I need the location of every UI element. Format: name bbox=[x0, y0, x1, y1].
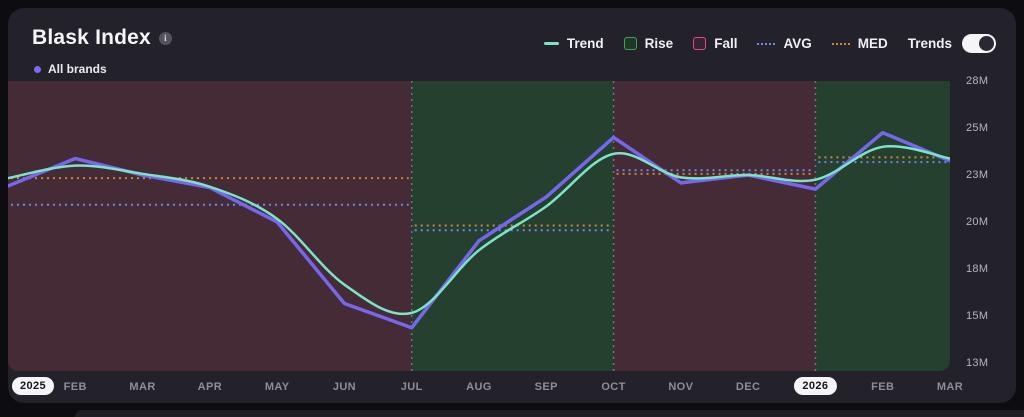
x-axis-month-label: AUG bbox=[466, 381, 492, 393]
trends-toggle[interactable]: Trends bbox=[908, 34, 996, 53]
y-axis-tick-label: 18M bbox=[966, 263, 989, 275]
x-axis-month-label: SEP bbox=[534, 381, 558, 393]
legend-label-rise: Rise bbox=[644, 36, 674, 51]
trends-toggle-label: Trends bbox=[907, 36, 952, 51]
x-axis-month-label: JUL bbox=[400, 381, 423, 393]
region-rise bbox=[815, 81, 950, 371]
x-axis-month-label: NOV bbox=[668, 381, 694, 393]
legend-label-fall: Fall bbox=[714, 36, 738, 51]
info-icon[interactable]: i bbox=[158, 31, 172, 45]
legend-item-rise[interactable]: Rise bbox=[623, 36, 674, 51]
y-axis-tick-label: 13M bbox=[966, 357, 989, 369]
legend-item-avg[interactable]: AVG bbox=[757, 36, 812, 51]
y-axis-tick-label: 20M bbox=[966, 216, 989, 228]
chart-svg bbox=[8, 81, 950, 371]
legend-label-trend: Trend bbox=[566, 36, 604, 51]
rise-swatch-icon bbox=[623, 37, 637, 50]
trend-line-icon bbox=[543, 42, 559, 45]
x-axis-month-label: MAR bbox=[129, 381, 156, 393]
x-axis-month-label: MAR bbox=[936, 381, 964, 393]
trend-line bbox=[8, 144, 950, 316]
avg-dotted-icon bbox=[757, 42, 776, 45]
y-axis-tick-label: 28M bbox=[966, 75, 989, 87]
chart-plot-area[interactable] bbox=[8, 81, 950, 371]
toggle-track bbox=[962, 34, 996, 53]
x-axis-month-label: JUN bbox=[332, 381, 357, 393]
legend-label-avg: AVG bbox=[783, 36, 812, 51]
toggle-knob-icon bbox=[979, 36, 994, 51]
series-line-all-brands bbox=[8, 130, 950, 330]
x-axis-year-pill: 2026 bbox=[794, 377, 837, 395]
y-axis-tick-label: 15M bbox=[966, 310, 989, 322]
x-axis-month-label: APR bbox=[197, 381, 223, 393]
brand-dot-icon bbox=[34, 65, 41, 73]
blask-index-card: Blask Index i All brands Trend Rise Fall… bbox=[8, 8, 1016, 403]
y-axis-tick-label: 23M bbox=[966, 169, 989, 181]
y-axis-tick-label: 25M bbox=[966, 122, 989, 134]
series-label: All brands bbox=[48, 62, 107, 76]
series-chip: All brands bbox=[34, 62, 107, 76]
chart-legend: Trend Rise Fall AVG MED Trends bbox=[543, 34, 996, 53]
x-axis-month-label: FEB bbox=[63, 381, 87, 393]
x-axis-month-label: FEB bbox=[871, 381, 895, 393]
med-dotted-icon bbox=[831, 42, 850, 45]
y-axis: 28M 25M 23M 20M 18M 15M 13M bbox=[966, 8, 1014, 403]
legend-item-fall[interactable]: Fall bbox=[693, 36, 737, 51]
region-fall bbox=[8, 81, 412, 371]
x-axis-month-label: DEC bbox=[735, 381, 761, 393]
x-axis-year-pill: 2025 bbox=[12, 377, 55, 395]
x-axis-month-label: MAY bbox=[264, 381, 290, 393]
legend-label-med: MED bbox=[857, 36, 888, 51]
x-axis-month-label: OCT bbox=[601, 381, 626, 393]
page-title: Blask Index bbox=[32, 26, 151, 49]
x-axis: 2025 FEB MAR APR MAY JUN JUL AUG SEP OCT NOV DEC 202… bbox=[8, 376, 963, 398]
next-card-edge bbox=[75, 410, 1024, 417]
fall-swatch-icon bbox=[693, 37, 707, 50]
region-fall bbox=[613, 81, 816, 371]
card-header: Blask Index i bbox=[32, 26, 172, 50]
legend-item-trend[interactable]: Trend bbox=[543, 36, 604, 51]
legend-item-med[interactable]: MED bbox=[831, 36, 888, 51]
